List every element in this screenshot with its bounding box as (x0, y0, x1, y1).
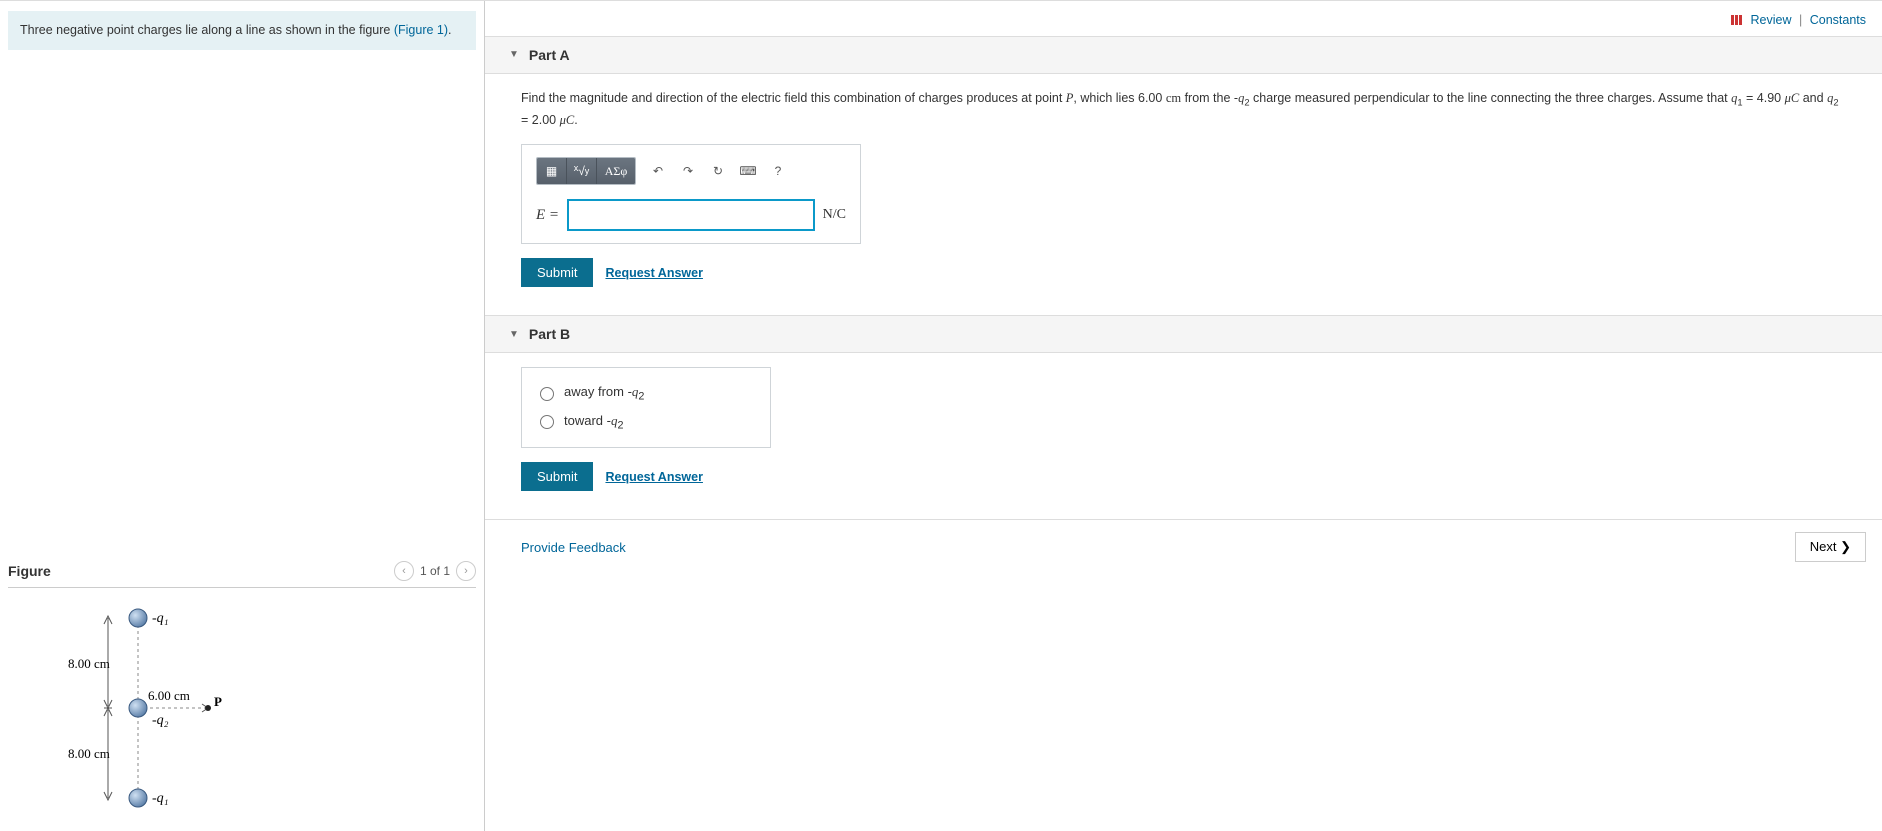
bars-icon (1731, 14, 1743, 28)
part-a-question: Find the magnitude and direction of the … (521, 88, 1846, 131)
radio-away[interactable] (540, 387, 554, 401)
review-link[interactable]: Review (1751, 13, 1792, 27)
tb-help-button[interactable]: ? (764, 158, 792, 184)
submit-button-b[interactable]: Submit (521, 462, 593, 491)
svg-text:P: P (214, 694, 222, 709)
link-separator: | (1799, 13, 1802, 27)
intro-text: Three negative point charges lie along a… (20, 23, 394, 37)
fig-counter: 1 of 1 (420, 564, 450, 578)
radio-away-label: away from -q2 (564, 384, 644, 403)
part-a-header[interactable]: ▼ Part A (485, 36, 1882, 74)
constants-link[interactable]: Constants (1810, 13, 1866, 27)
request-answer-link-a[interactable]: Request Answer (605, 266, 702, 280)
answer-input[interactable] (567, 199, 815, 231)
part-b-header[interactable]: ▼ Part B (485, 315, 1882, 353)
tb-greek-button[interactable]: ΑΣφ (597, 158, 635, 184)
figure-link[interactable]: (Figure 1) (394, 23, 448, 37)
svg-text:-q₂: -q₂ (152, 713, 169, 728)
answer-box: ▦ x√y ΑΣφ ↶ ↷ ↻ ⌨ ? E = (521, 144, 861, 244)
radio-box: away from -q2 toward -q2 (521, 367, 771, 448)
fig-prev-button[interactable]: ‹ (394, 561, 414, 581)
equation-label: E = (536, 207, 559, 224)
radio-toward[interactable] (540, 415, 554, 429)
svg-text:6.00 cm: 6.00 cm (148, 688, 190, 703)
caret-down-icon: ▼ (509, 49, 519, 60)
tb-reset-button[interactable]: ↻ (704, 158, 732, 184)
request-answer-link-b[interactable]: Request Answer (605, 470, 702, 484)
figure-image: -q₁ -q₂ -q₁ P 8.00 cm 8.00 cm 6.00 cm (68, 598, 308, 821)
figure-title: Figure (8, 563, 51, 579)
tb-templates-button[interactable]: ▦ (537, 158, 567, 184)
fig-next-button[interactable]: › (456, 561, 476, 581)
tb-sqrt-button[interactable]: x√y (567, 158, 597, 184)
svg-text:-q₁: -q₁ (152, 611, 169, 626)
radio-toward-label: toward -q2 (564, 413, 624, 432)
part-b-title: Part B (529, 326, 570, 342)
provide-feedback-link[interactable]: Provide Feedback (521, 540, 626, 555)
tb-keyboard-button[interactable]: ⌨ (734, 158, 762, 184)
next-button[interactable]: Next ❯ (1795, 532, 1866, 562)
caret-down-icon: ▼ (509, 329, 519, 340)
tb-undo-button[interactable]: ↶ (644, 158, 672, 184)
svg-text:-q₁: -q₁ (152, 791, 169, 806)
part-a-title: Part A (529, 47, 570, 63)
svg-text:8.00 cm: 8.00 cm (68, 746, 110, 761)
submit-button-a[interactable]: Submit (521, 258, 593, 287)
figure-section: Figure ‹ 1 of 1 › (8, 541, 476, 821)
tb-redo-button[interactable]: ↷ (674, 158, 702, 184)
intro-box: Three negative point charges lie along a… (8, 11, 476, 50)
svg-text:8.00 cm: 8.00 cm (68, 656, 110, 671)
unit-label: N/C (823, 207, 846, 223)
